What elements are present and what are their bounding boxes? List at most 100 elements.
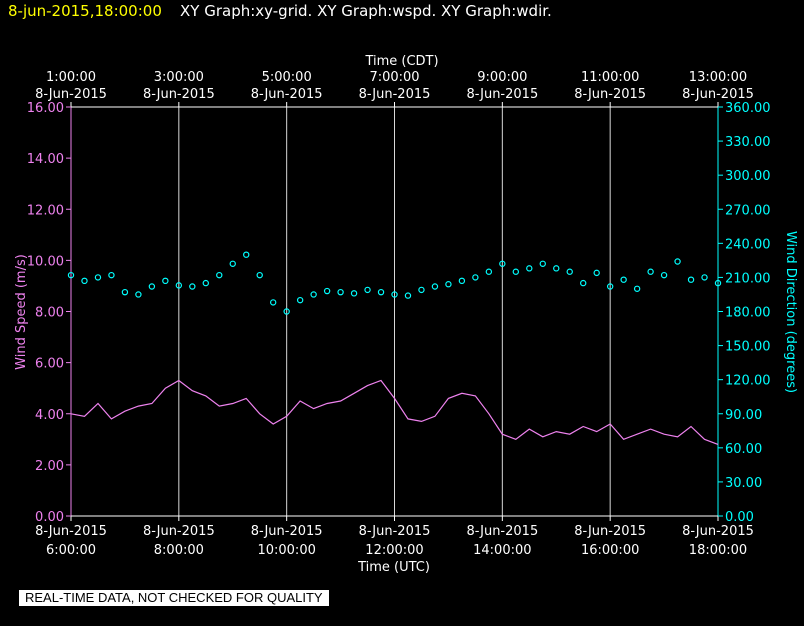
series-wdir-point <box>431 283 439 290</box>
series-wdir-point <box>418 286 425 294</box>
x-bottom-tick-time: 14:00:00 <box>473 543 531 558</box>
series-wdir-point <box>323 287 331 295</box>
series-wdir-point <box>580 279 587 287</box>
x-bottom-tick-date: 8-Jun-2015 <box>574 524 646 539</box>
y-right-tick-label: 240.00 <box>725 237 771 252</box>
y-right-tick-label: 360.00 <box>725 101 771 116</box>
y-left-tick-label: 10.00 <box>27 254 64 269</box>
y-right-tick-label: 0.00 <box>725 510 754 525</box>
x-top-tick-time: 5:00:00 <box>262 70 312 85</box>
series-wdir-point <box>310 291 317 298</box>
series-wdir-point <box>189 283 196 290</box>
y-right-axis-label: Wind Direction (degrees) <box>783 231 798 393</box>
x-axis-top-label: Time (CDT) <box>364 54 438 69</box>
series-wdir-point <box>67 271 75 279</box>
y-left-tick-label: 0.00 <box>35 510 64 525</box>
y-right-tick-label: 120.00 <box>725 374 771 389</box>
series-wdir-point <box>458 277 466 285</box>
y-right-tick-label: 210.00 <box>725 271 771 286</box>
y-left-axis-label: Wind Speed (m/s) <box>14 254 29 370</box>
y-left-tick-label: 16.00 <box>27 101 64 116</box>
series-wdir-point <box>593 269 600 277</box>
series-wdir-point <box>526 265 533 272</box>
series-wdir-point <box>283 308 290 315</box>
series-wdir-point <box>364 286 371 294</box>
x-bottom-tick-date: 8-Jun-2015 <box>35 524 107 539</box>
series-wdir-point <box>229 260 236 267</box>
series-wdir-point <box>485 268 493 275</box>
series-wdir-point <box>337 288 344 296</box>
x-bottom-tick-time: 6:00:00 <box>46 543 96 558</box>
x-bottom-tick-date: 8-Jun-2015 <box>466 524 538 539</box>
x-top-tick-time: 7:00:00 <box>369 70 419 85</box>
series-wdir-point <box>121 288 129 296</box>
x-bottom-tick-time: 18:00:00 <box>689 543 747 558</box>
x-bottom-tick-date: 8-Jun-2015 <box>143 524 215 539</box>
series-wdir-point <box>391 291 398 298</box>
series-wdir-point <box>108 271 115 279</box>
x-bottom-tick-time: 10:00:00 <box>257 543 315 558</box>
x-top-tick-date: 8-Jun-2015 <box>251 87 323 102</box>
x-bottom-tick-date: 8-Jun-2015 <box>682 524 754 539</box>
series-wdir-point <box>162 277 169 285</box>
series-wdir-point <box>714 279 722 287</box>
series-layer <box>67 251 722 445</box>
series-wdir-point <box>175 282 183 289</box>
x-top-tick-date: 8-Jun-2015 <box>359 87 431 102</box>
series-wdir-point <box>377 288 385 296</box>
series-wdir-point <box>687 276 695 283</box>
quality-banner: REAL-TIME DATA, NOT CHECKED FOR QUALITY <box>19 590 329 606</box>
series-wdir-point <box>216 271 223 279</box>
y-right-tick-label: 150.00 <box>725 340 771 355</box>
series-wdir-point <box>269 299 277 306</box>
x-top-tick-date: 8-Jun-2015 <box>466 87 538 102</box>
series-wdir-point <box>81 277 88 285</box>
x-top-tick-date: 8-Jun-2015 <box>143 87 215 102</box>
series-wdir-point <box>202 279 209 287</box>
y-right-tick-label: 300.00 <box>725 169 771 184</box>
y-left-tick-label: 4.00 <box>35 408 64 423</box>
x-top-tick-time: 11:00:00 <box>581 70 639 85</box>
y-right-tick-label: 180.00 <box>725 306 771 321</box>
series-wdir-point <box>553 265 560 272</box>
grid-layer <box>178 107 611 516</box>
x-top-tick-date: 8-Jun-2015 <box>574 87 646 102</box>
x-top-tick-time: 13:00:00 <box>689 70 747 85</box>
y-left-tick-label: 2.00 <box>35 459 64 474</box>
series-wdir-point <box>606 283 614 290</box>
x-top-tick-time: 9:00:00 <box>477 70 527 85</box>
x-bottom-tick-time: 8:00:00 <box>154 543 204 558</box>
x-top-tick-date: 8-Jun-2015 <box>682 87 754 102</box>
header-graphs: XY Graph:xy-grid. XY Graph:wspd. XY Grap… <box>180 2 552 20</box>
series-wdir-point <box>445 281 452 288</box>
series-wspd-line <box>70 379 719 445</box>
y-right-tick-label: 60.00 <box>725 442 762 457</box>
series-wdir-point <box>620 276 627 283</box>
x-bottom-tick-date: 8-Jun-2015 <box>359 524 431 539</box>
series-wdir-point <box>296 296 304 304</box>
axes-layer: 8-Jun-2015 6:00:00 8-Jun-2015 8:00:00 8-Jun-… <box>27 70 771 558</box>
y-left-tick-label: 14.00 <box>27 152 64 167</box>
series-wdir-point <box>566 268 573 275</box>
series-wdir-point <box>647 268 654 275</box>
y-right-tick-label: 330.00 <box>725 135 771 150</box>
series-wdir-point <box>499 260 506 267</box>
series-wdir-point <box>633 285 641 292</box>
y-left-tick-label: 12.00 <box>27 203 64 218</box>
series-wdir-point <box>256 271 263 279</box>
series-wdir-point <box>135 291 142 298</box>
series-wdir-point <box>472 274 479 281</box>
series-wdir-point <box>243 251 250 258</box>
series-wdir-point <box>350 290 358 297</box>
x-top-tick-time: 1:00:00 <box>46 70 96 85</box>
y-right-tick-label: 30.00 <box>725 476 762 491</box>
y-left-tick-label: 6.00 <box>35 357 64 372</box>
x-bottom-tick-time: 16:00:00 <box>581 543 639 558</box>
series-wdir-point <box>674 258 681 265</box>
series-wdir-point <box>94 274 102 281</box>
series-wdir-point <box>404 292 412 299</box>
series-wdir-point <box>539 260 546 267</box>
y-right-tick-label: 90.00 <box>725 408 762 423</box>
x-axis-bottom-label: Time (UTC) <box>357 560 430 575</box>
